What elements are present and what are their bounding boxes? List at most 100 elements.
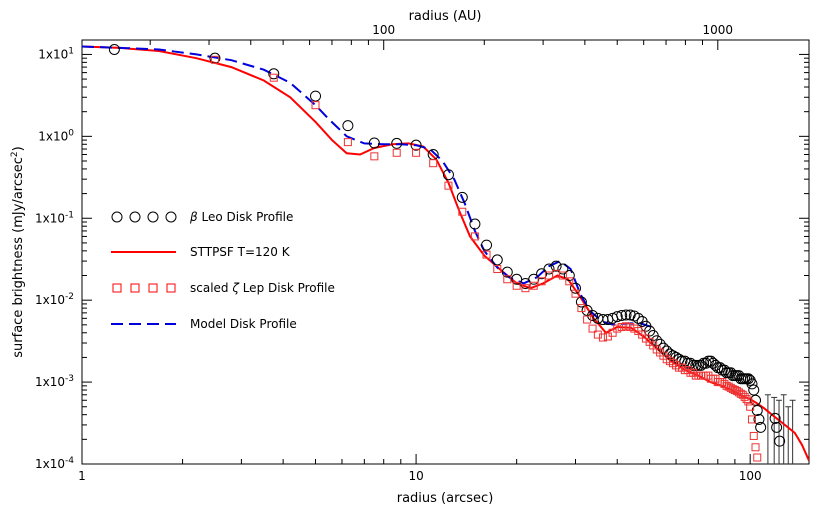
point-zeta_lep (470, 232, 479, 241)
series-line-model (82, 45, 656, 330)
legend-marker-zeta_lep (166, 283, 176, 293)
point-beta_leo (481, 239, 493, 251)
point-zeta_lep (626, 323, 635, 332)
point-zeta_lep (412, 148, 421, 157)
y-tick-label: 1x10-1 (35, 210, 74, 225)
point-zeta_lep (744, 397, 753, 406)
legend-label-zeta_lep: scaled ζ Lep Disk Profile (190, 281, 335, 295)
point-beta_leo (469, 218, 481, 230)
y-tick-label: 1x10-2 (35, 292, 74, 307)
point-zeta_lep (598, 333, 607, 342)
top-tick-label: 100 (372, 23, 395, 37)
point-zeta_lep (392, 148, 401, 157)
y-tick-label: 1x10-4 (35, 456, 74, 471)
point-zeta_lep (537, 277, 546, 286)
point-zeta_lep (521, 284, 530, 293)
point-beta_leo (620, 309, 632, 321)
point-zeta_lep (593, 330, 602, 339)
point-zeta_lep (746, 402, 755, 411)
point-zeta_lep (617, 323, 626, 332)
point-beta_leo (748, 384, 760, 396)
point-beta_leo (769, 412, 781, 424)
point-beta_leo (774, 435, 786, 447)
point-beta_leo (557, 263, 569, 275)
legend-marker-beta_leo (111, 211, 123, 223)
point-beta_leo (108, 43, 120, 55)
legend-marker-beta_leo (129, 211, 141, 223)
top-axis-title: radius (AU) (409, 9, 482, 24)
point-zeta_lep (677, 363, 686, 372)
legend-marker-zeta_lep (112, 283, 122, 293)
y-tick-label: 1x10-3 (35, 374, 74, 389)
point-beta_leo (755, 421, 767, 433)
point-zeta_lep (444, 181, 453, 190)
point-zeta_lep (343, 138, 352, 147)
point-zeta_lep (749, 431, 758, 440)
point-zeta_lep (269, 73, 278, 82)
point-beta_leo (611, 311, 623, 323)
point-zeta_lep (512, 281, 521, 290)
point-beta_leo (511, 273, 523, 285)
point-zeta_lep (608, 328, 617, 337)
point-zeta_lep (210, 55, 219, 64)
y-tick-label: 1x100 (38, 128, 74, 143)
legend: β Leo Disk Profile STTPSF T=120 K scaled ζ… (111, 210, 335, 331)
point-zeta_lep (565, 277, 574, 286)
point-beta_leo (268, 68, 280, 80)
legend-label-beta_leo: β Leo Disk Profile (189, 210, 293, 224)
point-beta_leo (491, 254, 503, 266)
point-zeta_lep (613, 324, 622, 333)
point-beta_leo (550, 260, 562, 272)
point-zeta_lep (588, 324, 597, 333)
point-zeta_lep (747, 415, 756, 424)
plot-frame (81, 39, 810, 465)
point-beta_leo (391, 137, 403, 149)
point-zeta_lep (558, 271, 567, 280)
point-zeta_lep (583, 315, 592, 324)
axis-ticks: 1 10 100 100 1000 1x101 1x100 1x10-1 1x10-2 1x10-… (35, 23, 809, 483)
point-zeta_lep (753, 453, 762, 462)
point-zeta_lep (577, 304, 586, 313)
point-zeta_lep (672, 361, 681, 370)
series-layer (82, 43, 809, 464)
point-beta_leo (587, 309, 599, 321)
point-beta_leo (692, 359, 704, 371)
x-tick-label: 100 (739, 469, 762, 483)
point-beta_leo (746, 378, 758, 390)
legend-label-model: Model Disk Profile (190, 317, 297, 331)
point-beta_leo (575, 296, 587, 308)
point-zeta_lep (493, 265, 502, 274)
point-zeta_lep (622, 322, 631, 331)
point-beta_leo (410, 139, 422, 151)
point-beta_leo (684, 357, 696, 369)
point-zeta_lep (429, 159, 438, 168)
point-beta_leo (563, 270, 575, 282)
point-zeta_lep (370, 152, 379, 161)
point-beta_leo (682, 357, 694, 369)
point-beta_leo (456, 191, 468, 203)
y-axis-title: surface brightness (mJy/arcsec2) (10, 146, 26, 357)
point-zeta_lep (742, 395, 751, 404)
point-zeta_lep (751, 443, 760, 452)
y-tick-label: 1x101 (38, 46, 74, 61)
point-beta_leo (543, 263, 555, 275)
point-zeta_lep (571, 289, 580, 298)
legend-marker-beta_leo (147, 211, 159, 223)
point-beta_leo (616, 309, 628, 321)
x-tick-label: 1 (78, 469, 86, 483)
point-zeta_lep (683, 366, 692, 375)
point-beta_leo (687, 359, 699, 371)
point-beta_leo (771, 421, 783, 433)
point-zeta_lep (311, 101, 320, 110)
legend-marker-zeta_lep (130, 283, 140, 293)
point-beta_leo (442, 169, 454, 181)
point-zeta_lep (689, 368, 698, 377)
point-zeta_lep (503, 275, 512, 284)
point-zeta_lep (529, 281, 538, 290)
legend-marker-zeta_lep (148, 283, 158, 293)
point-beta_leo (569, 282, 581, 294)
point-beta_leo (368, 137, 380, 149)
top-tick-label: 1000 (703, 23, 734, 37)
y-axis-title-main: surface brightness (mJy/arcsec (11, 157, 26, 358)
